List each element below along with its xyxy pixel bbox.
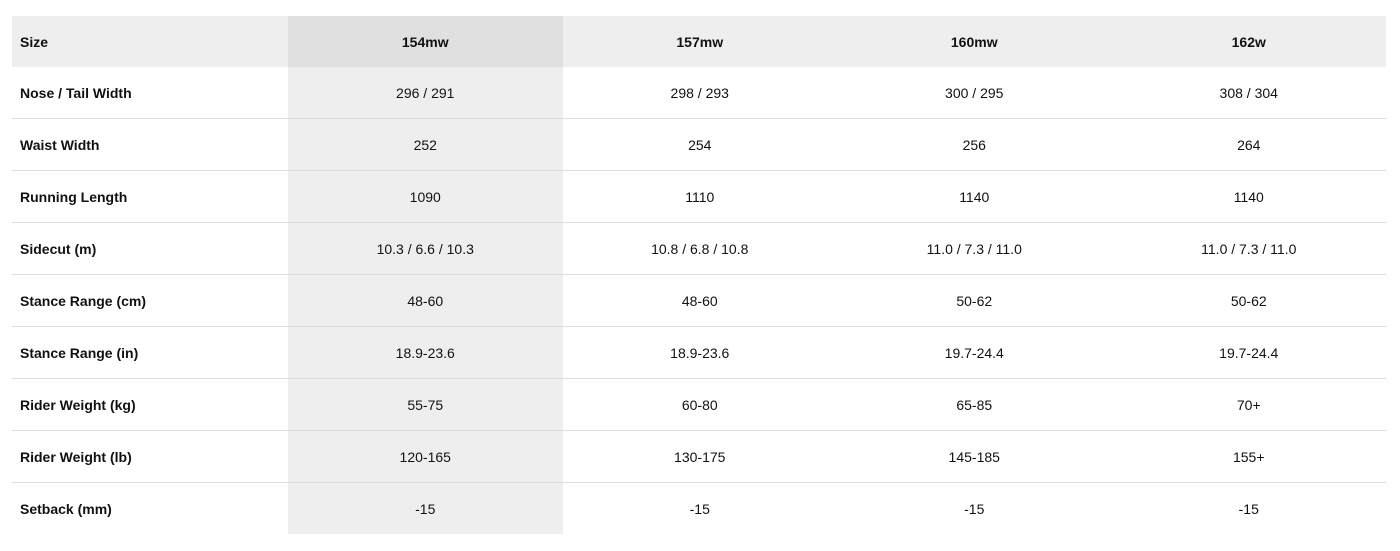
row-label: Nose / Tail Width <box>12 67 288 119</box>
table-body: Nose / Tail Width 296 / 291 298 / 293 300 /… <box>12 67 1386 534</box>
row-label: Stance Range (cm) <box>12 274 288 327</box>
cell: 60-80 <box>562 378 837 431</box>
table-row: Rider Weight (kg) 55-75 60-80 65-85 70+ <box>12 378 1386 431</box>
row-label: Waist Width <box>12 118 288 171</box>
header-label: Size <box>12 16 288 67</box>
table-row: Stance Range (cm) 48-60 48-60 50-62 50-62 <box>12 274 1386 327</box>
cell: 10.3 / 6.6 / 10.3 <box>288 222 563 275</box>
table-row: Setback (mm) -15 -15 -15 -15 <box>12 482 1386 534</box>
cell: 70+ <box>1111 378 1386 431</box>
cell: -15 <box>1238 500 1259 517</box>
cell: -15 <box>689 500 710 517</box>
cell: 11.0 / 7.3 / 11.0 <box>837 222 1112 275</box>
row-label: Rider Weight (kg) <box>12 378 288 431</box>
table-row: Rider Weight (lb) 120-165 130-175 145-185 15… <box>12 430 1386 483</box>
cell: 1090 <box>288 170 563 223</box>
cell: 65-85 <box>837 378 1112 431</box>
cell: 308 / 304 <box>1111 67 1386 119</box>
cell: 18.9-23.6 <box>562 326 837 379</box>
spec-table: Size 154mw 157mw 160mw 162w Nose / Tail Widt… <box>12 16 1386 534</box>
header-cell: 162w <box>1111 16 1386 67</box>
table-row: Running Length 1090 1110 1140 1140 <box>12 170 1386 223</box>
cell: 48-60 <box>288 274 563 327</box>
cell: 298 / 293 <box>562 67 837 119</box>
cell: 254 <box>562 118 837 171</box>
table-row: Nose / Tail Width 296 / 291 298 / 293 300 /… <box>12 67 1386 119</box>
cell: 1110 <box>562 170 837 223</box>
cell: 10.8 / 6.8 / 10.8 <box>562 222 837 275</box>
cell: 19.7-24.4 <box>837 326 1112 379</box>
cell: 1140 <box>837 170 1112 223</box>
header-cell: 154mw <box>288 16 563 67</box>
cell: 11.0 / 7.3 / 11.0 <box>1111 222 1386 275</box>
cell: 48-60 <box>562 274 837 327</box>
table-row: Sidecut (m) 10.3 / 6.6 / 10.3 10.8 / 6.8 /… <box>12 222 1386 275</box>
cell: 55-75 <box>288 378 563 431</box>
row-label: Setback (mm) <box>20 500 112 517</box>
header-row: Size 154mw 157mw 160mw 162w <box>12 16 1386 67</box>
cell: 296 / 291 <box>288 67 563 119</box>
cell: 1140 <box>1111 170 1386 223</box>
cell: 155+ <box>1111 430 1386 483</box>
header-cell: 160mw <box>837 16 1112 67</box>
table-row: Stance Range (in) 18.9-23.6 18.9-23.6 19.7-… <box>12 326 1386 379</box>
cell: 130-175 <box>562 430 837 483</box>
cell: 19.7-24.4 <box>1111 326 1386 379</box>
row-label: Sidecut (m) <box>12 222 288 275</box>
cell: -15 <box>964 500 985 517</box>
header-cell: 157mw <box>562 16 837 67</box>
cell: 264 <box>1111 118 1386 171</box>
cell: 50-62 <box>837 274 1112 327</box>
cell: 120-165 <box>288 430 563 483</box>
cell: 18.9-23.6 <box>288 326 563 379</box>
cell: 145-185 <box>837 430 1112 483</box>
row-label: Stance Range (in) <box>12 326 288 379</box>
cell: -15 <box>288 482 563 534</box>
table-row: Waist Width 252 254 256 264 <box>12 118 1386 171</box>
cell: 50-62 <box>1111 274 1386 327</box>
cell: 300 / 295 <box>837 67 1112 119</box>
row-label: Running Length <box>12 170 288 223</box>
cell: 252 <box>288 118 563 171</box>
row-label: Rider Weight (lb) <box>12 430 288 483</box>
cell: 256 <box>837 118 1112 171</box>
